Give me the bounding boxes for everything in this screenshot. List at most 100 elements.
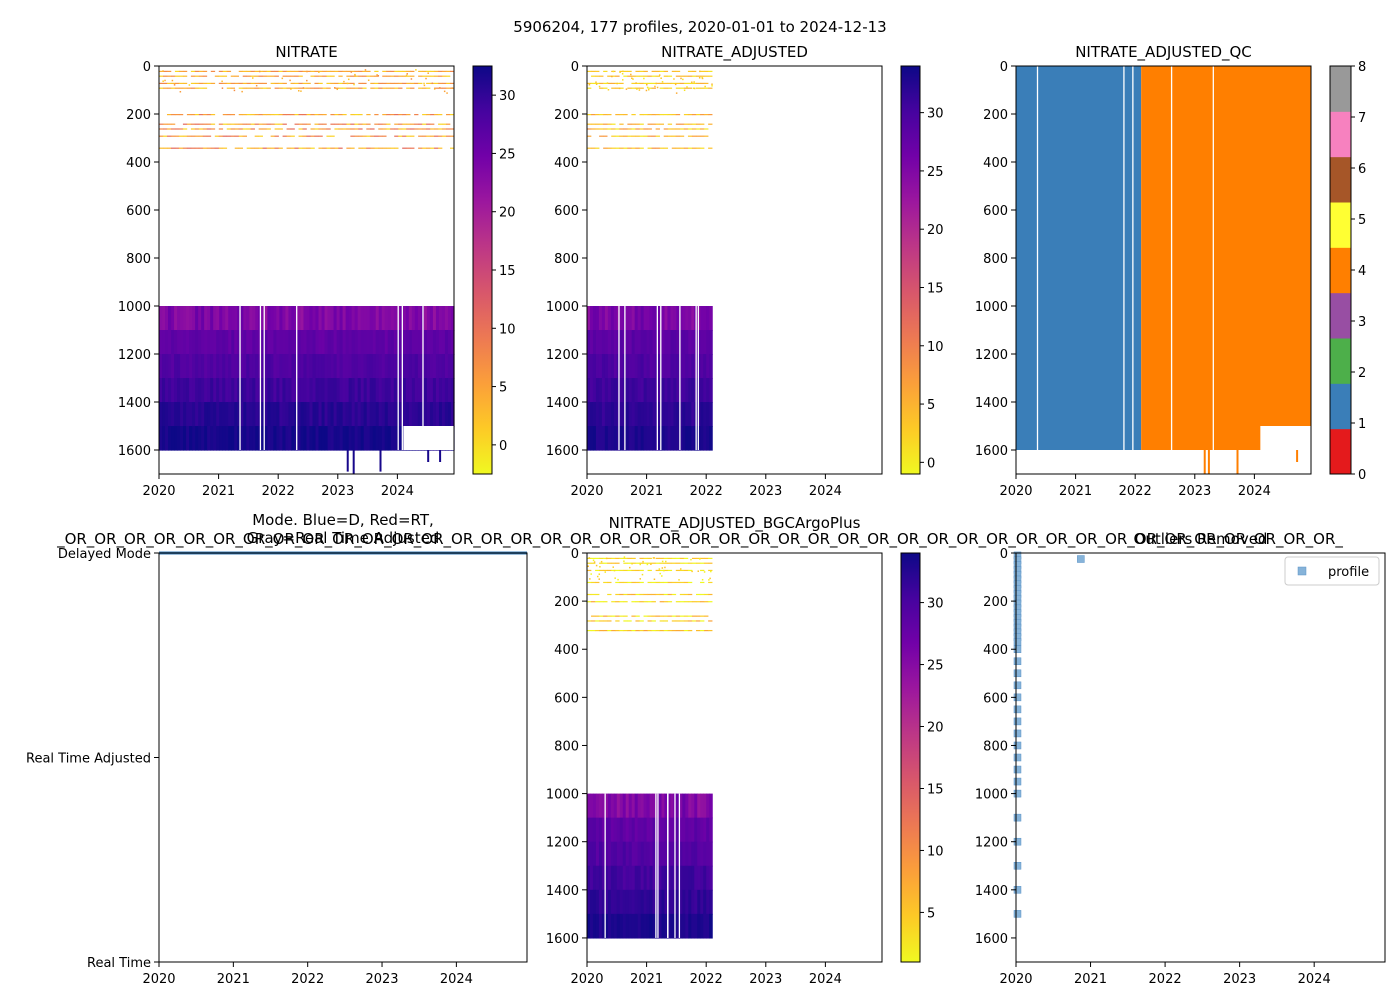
nitrate-shallow-seg xyxy=(210,82,216,84)
nitrate_adjusted-cell xyxy=(643,354,648,379)
nitrate_bgcargoplus-shallow-seg xyxy=(683,629,689,632)
nitrate-cell xyxy=(339,354,344,379)
nitrate-cell xyxy=(198,330,202,355)
nitrate_adjusted_qc-ytick-label: 1400 xyxy=(975,396,1008,411)
nitrate-shallow-seg xyxy=(310,128,315,130)
nitrate-cell xyxy=(333,426,338,451)
nitrate_bgcargoplus-cell xyxy=(643,889,648,915)
nitrate-cell xyxy=(300,378,305,403)
nitrate_bgcargoplus-shallow-seg xyxy=(708,569,713,572)
nitrate_bgcargoplus-speck xyxy=(703,571,706,573)
nitrate_bgcargoplus-speck xyxy=(679,568,682,570)
nitrate_bgcargoplus-speck xyxy=(605,557,608,560)
nitrate_bgcargoplus-speck xyxy=(650,563,652,565)
nitrate-cell xyxy=(195,306,199,331)
nitrate-speck xyxy=(171,79,174,82)
nitrate_bgcargoplus-shallow-seg xyxy=(655,581,660,584)
nitrate_adjusted-cell xyxy=(682,426,686,451)
nitrate_bgcargoplus-cell xyxy=(667,817,672,843)
nitrate_adjusted_qc-ytick-label: 1600 xyxy=(975,444,1008,459)
nitrate-shallow-seg xyxy=(286,70,291,72)
nitrate-speck xyxy=(354,73,356,76)
nitrate-cell xyxy=(219,378,223,403)
nitrate_bgcargoplus-cell xyxy=(694,913,698,939)
nitrate_bgcargoplus-cell xyxy=(628,793,633,819)
nitrate-cell xyxy=(252,306,256,331)
nitrate_bgcargoplus-shallow-seg xyxy=(708,620,713,622)
nitrate-cell xyxy=(198,354,202,379)
nitrate_bgcargoplus-shallow-seg xyxy=(607,629,612,632)
nitrate-cell xyxy=(408,402,413,427)
nitrate-shallow-seg xyxy=(262,70,267,72)
nitrate-cell xyxy=(393,426,398,451)
nitrate_bgcargoplus-cell xyxy=(676,865,680,891)
nitrate_adjusted-cell xyxy=(652,330,657,355)
nitrate-cell xyxy=(171,354,175,379)
nitrate_adjusted-cell xyxy=(589,306,594,331)
nitrate-cell xyxy=(306,402,311,427)
nitrate_adjusted-cell xyxy=(667,426,672,451)
nitrate_bgcargoplus-cell xyxy=(610,841,615,867)
nitrate-cell xyxy=(345,354,350,379)
nitrate-cell xyxy=(198,378,202,403)
nitrate-cell xyxy=(216,330,220,355)
mode-xtick-label: 2020 xyxy=(142,972,175,987)
nitrate_bgcargoplus-cell xyxy=(676,793,680,819)
nitrate_adjusted-ytick-label: 1200 xyxy=(546,348,579,363)
nitrate-gap xyxy=(239,306,241,450)
nitrate_bgcargoplus-cell xyxy=(625,841,630,867)
nitrate_adjusted-cell xyxy=(661,426,666,451)
nitrate-cell xyxy=(375,330,380,355)
nitrate-cell xyxy=(312,378,317,403)
nitrate_adjusted_qc-cbar-cat4 xyxy=(1330,247,1351,294)
nitrate_bgcargoplus-shallow-seg xyxy=(623,581,628,584)
nitrate-cell xyxy=(387,378,392,403)
nitrate-cell xyxy=(324,330,329,355)
nitrate-cell xyxy=(186,306,190,331)
nitrate-shallow-seg xyxy=(166,82,172,84)
nitrate-speck xyxy=(353,83,355,86)
nitrate-cell xyxy=(375,306,380,331)
outliers-point xyxy=(1013,862,1022,870)
nitrate_adjusted-shallow-seg xyxy=(591,123,596,125)
nitrate-shallow-seg xyxy=(290,135,295,137)
nitrate-cell xyxy=(351,330,356,355)
nitrate-shallow-seg xyxy=(386,128,391,130)
nitrate-cell xyxy=(180,330,184,355)
nitrate_adjusted-shallow-seg xyxy=(700,75,705,77)
nitrate-shallow-seg xyxy=(442,82,447,84)
nitrate_adjusted-speck xyxy=(646,83,648,86)
nitrate_adjusted-cell xyxy=(670,354,675,379)
nitrate_adjusted-cell xyxy=(640,426,645,451)
nitrate-shallow-seg xyxy=(358,114,363,116)
nitrate_bgcargoplus-cell xyxy=(670,841,675,867)
nitrate-shallow-seg xyxy=(334,128,339,130)
nitrate_adjusted-cell xyxy=(619,378,624,403)
nitrate-shallow-seg xyxy=(206,135,212,137)
nitrate_bgcargoplus-cell xyxy=(688,913,692,939)
nitrate_adjusted-speck xyxy=(622,70,624,73)
nitrate_adjusted-shallow-seg xyxy=(696,135,701,137)
nitrate_bgcargoplus-speck xyxy=(663,569,665,572)
nitrate-shallow-seg xyxy=(298,128,303,130)
nitrate-cell xyxy=(390,378,395,403)
nitrate-shallow-seg xyxy=(266,70,271,72)
nitrate-shallow-seg xyxy=(230,135,236,137)
nitrate-shallow-seg xyxy=(210,123,216,125)
nitrate-shallow-seg xyxy=(330,82,335,84)
nitrate_adjusted-cell xyxy=(634,378,639,403)
nitrate-shallow-seg xyxy=(422,128,427,130)
nitrate-cell xyxy=(384,378,389,403)
nitrate_bgcargoplus-shallow-seg xyxy=(615,581,620,584)
nitrate_adjusted-shallow-seg xyxy=(675,75,681,77)
nitrate_bgcargoplus-cell xyxy=(649,817,654,843)
nitrate-speck xyxy=(376,74,378,76)
nitrate-cell xyxy=(360,354,365,379)
nitrate-cell xyxy=(447,354,452,379)
nitrate-cell xyxy=(360,330,365,355)
nitrate-shallow-seg xyxy=(394,147,399,149)
nitrate-shallow-seg xyxy=(306,123,311,125)
nitrate-shallow-seg xyxy=(450,114,455,116)
outliers-legend-box xyxy=(1284,556,1380,586)
nitrate-cell xyxy=(354,378,359,403)
